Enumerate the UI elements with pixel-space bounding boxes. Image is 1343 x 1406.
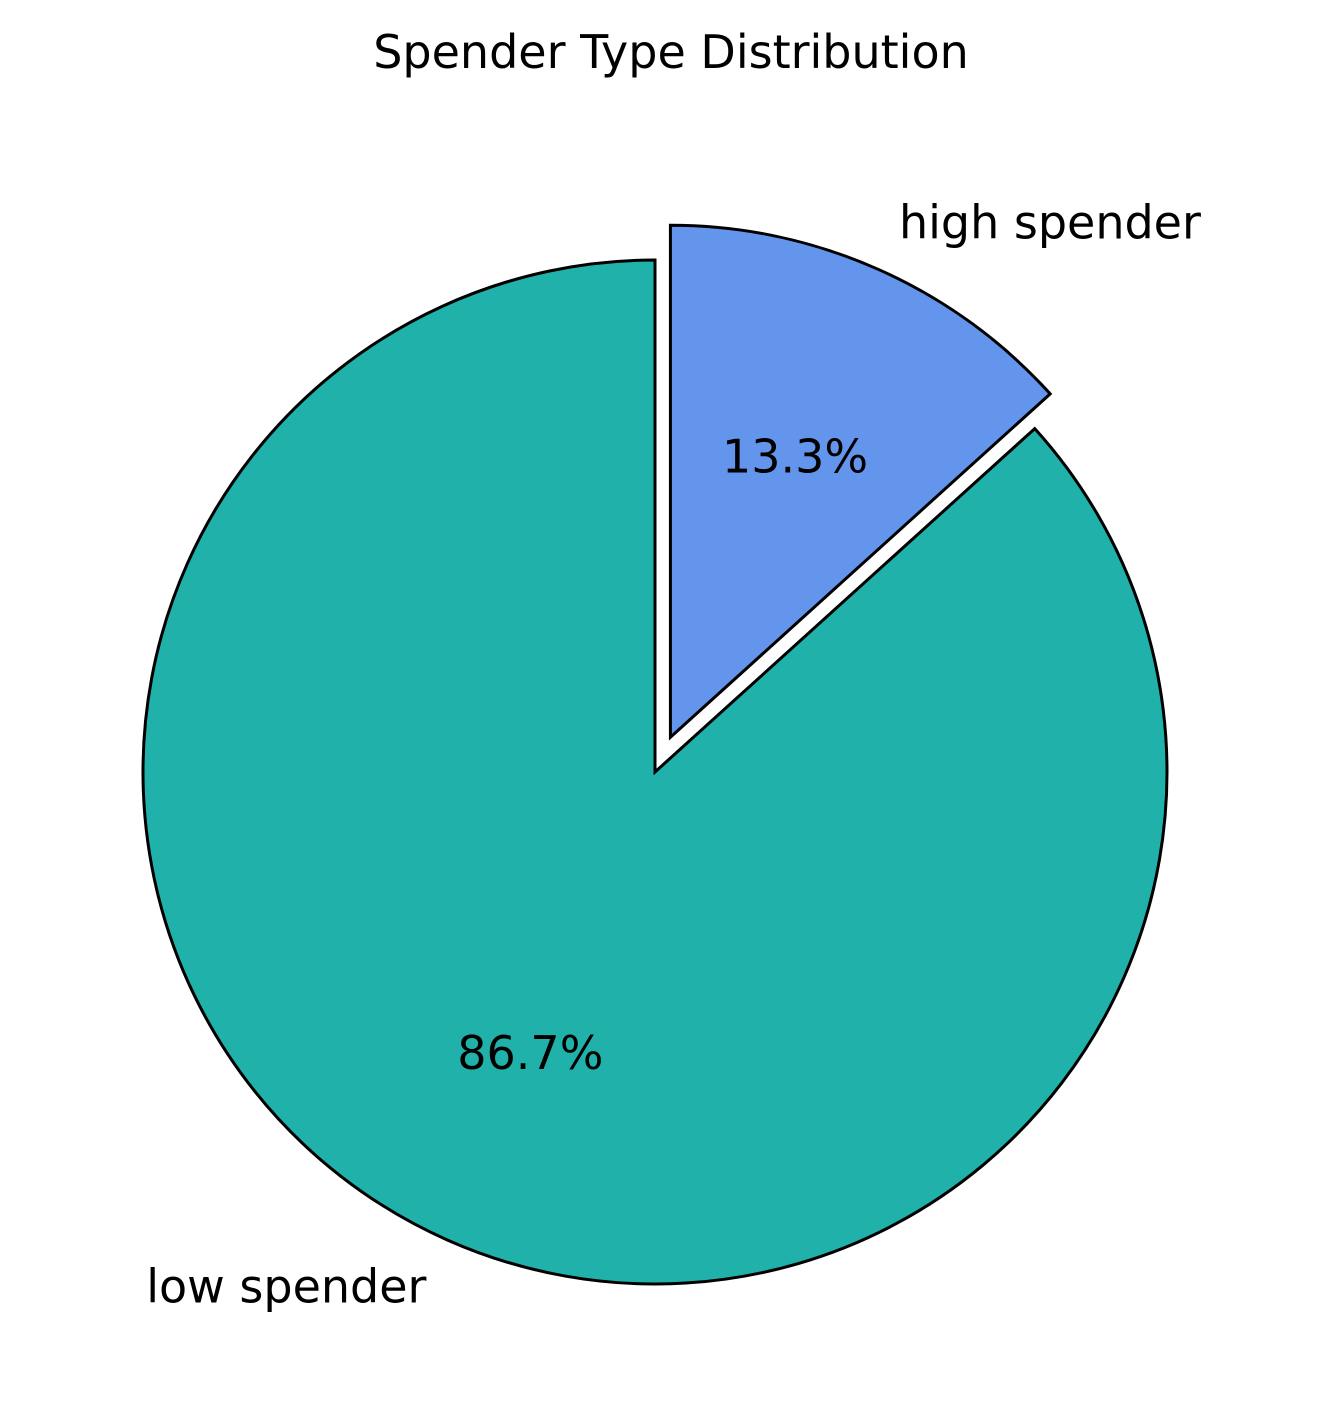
pie-pct-label: 13.3% xyxy=(722,429,868,483)
pie-category-label: low spender xyxy=(146,1260,426,1314)
chart-title: Spender Type Distribution xyxy=(373,25,969,79)
pie-category-label: high spender xyxy=(899,196,1201,250)
pie-slices xyxy=(143,225,1167,1284)
pie-pct-label: 86.7% xyxy=(457,1026,603,1080)
